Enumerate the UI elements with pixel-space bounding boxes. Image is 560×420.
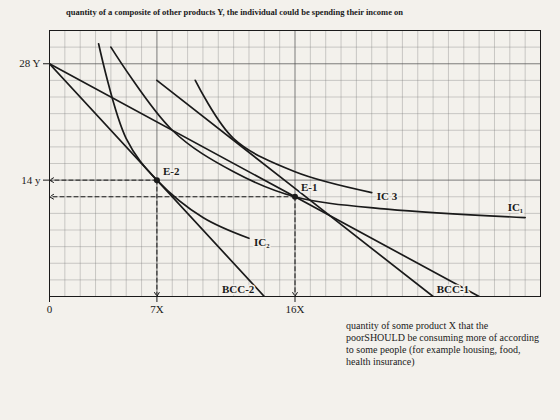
svg-text:14 y: 14 y (21, 174, 41, 186)
svg-text:E-2: E-2 (163, 165, 180, 177)
svg-text:IC 3: IC 3 (377, 190, 398, 202)
svg-text:BCC-1: BCC-1 (437, 283, 469, 295)
svg-text:0: 0 (47, 303, 53, 315)
svg-text:7X: 7X (150, 303, 164, 315)
html-text:quantity of a composite of oth: quantity of a composite of other product… (66, 7, 404, 17)
svg-text:E-1: E-1 (301, 181, 318, 193)
svg-text:BCC-2: BCC-2 (222, 283, 255, 295)
svg-text:IC₁: IC₁ (508, 201, 524, 213)
svg-text:IC₂: IC₂ (254, 236, 270, 248)
html-text:quantity of some product X tha: quantity of some product X that the poor… (346, 320, 539, 367)
svg-text:16X: 16X (286, 303, 305, 315)
svg-text:28 Y: 28 Y (19, 57, 40, 69)
